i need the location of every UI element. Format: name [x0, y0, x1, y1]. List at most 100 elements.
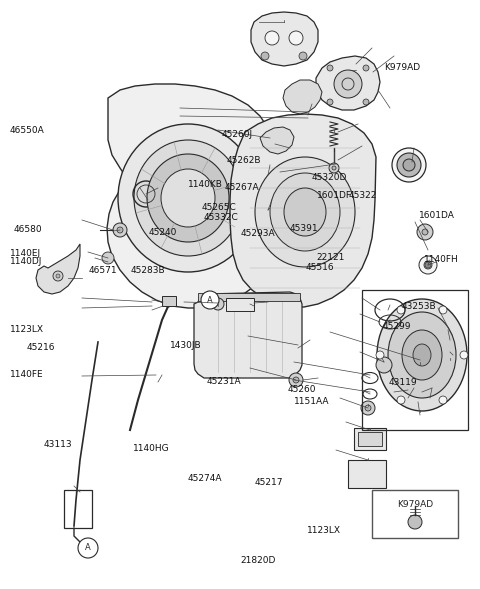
Circle shape: [422, 229, 428, 235]
Circle shape: [376, 357, 392, 373]
Ellipse shape: [377, 299, 467, 411]
Circle shape: [212, 298, 224, 310]
Circle shape: [263, 175, 273, 185]
Text: 45265C: 45265C: [202, 203, 236, 212]
Polygon shape: [230, 114, 376, 307]
Text: 45262B: 45262B: [227, 155, 261, 165]
Circle shape: [329, 163, 339, 173]
Circle shape: [363, 65, 369, 71]
Polygon shape: [283, 80, 322, 114]
Text: 45391: 45391: [290, 224, 319, 233]
Circle shape: [102, 252, 114, 264]
Text: 1140EJ: 1140EJ: [10, 249, 41, 258]
Text: 43113: 43113: [43, 440, 72, 449]
Text: 45217: 45217: [254, 478, 283, 488]
Bar: [354, 428, 386, 450]
Bar: [362, 290, 468, 430]
Circle shape: [261, 52, 269, 60]
Polygon shape: [107, 84, 272, 308]
Text: 45267A: 45267A: [225, 183, 259, 192]
Circle shape: [263, 195, 273, 205]
Text: 1140HG: 1140HG: [133, 444, 170, 454]
Circle shape: [327, 99, 333, 105]
Bar: [198, 293, 300, 301]
Text: 45320D: 45320D: [312, 173, 348, 183]
Text: 45260: 45260: [288, 385, 316, 395]
Circle shape: [299, 52, 307, 60]
Text: A: A: [85, 544, 91, 552]
Bar: [162, 296, 176, 306]
Polygon shape: [194, 292, 302, 378]
Circle shape: [361, 401, 375, 415]
Text: 43253B: 43253B: [401, 302, 436, 311]
Text: 1151AA: 1151AA: [294, 397, 329, 406]
Circle shape: [289, 31, 303, 45]
Ellipse shape: [388, 312, 456, 398]
Text: 46550A: 46550A: [10, 126, 44, 135]
Text: 45299: 45299: [382, 322, 410, 331]
Circle shape: [263, 215, 273, 225]
Text: 1430JB: 1430JB: [170, 340, 202, 350]
Circle shape: [397, 396, 405, 404]
Ellipse shape: [134, 140, 242, 256]
Circle shape: [376, 351, 384, 359]
Circle shape: [425, 262, 431, 268]
Text: 46571: 46571: [89, 266, 118, 276]
Ellipse shape: [255, 157, 355, 267]
Polygon shape: [316, 56, 380, 110]
Ellipse shape: [397, 153, 421, 177]
Circle shape: [417, 224, 433, 240]
Polygon shape: [36, 244, 80, 294]
Circle shape: [117, 227, 123, 233]
Text: 46580: 46580: [13, 225, 42, 234]
Bar: [358, 432, 382, 446]
Ellipse shape: [284, 188, 326, 236]
Text: A: A: [207, 296, 213, 305]
Circle shape: [397, 306, 405, 314]
Circle shape: [293, 377, 299, 383]
Text: 45283B: 45283B: [131, 266, 165, 276]
Text: 1601DA: 1601DA: [419, 211, 455, 220]
Text: K979AD: K979AD: [397, 500, 433, 509]
Circle shape: [289, 373, 303, 387]
Ellipse shape: [424, 261, 432, 269]
Circle shape: [265, 31, 279, 45]
Ellipse shape: [118, 124, 258, 272]
Circle shape: [327, 65, 333, 71]
Circle shape: [113, 223, 127, 237]
Circle shape: [439, 396, 447, 404]
Text: 45240: 45240: [149, 227, 177, 237]
Polygon shape: [260, 127, 294, 154]
Text: 45516: 45516: [305, 263, 334, 272]
Text: 1140FH: 1140FH: [424, 254, 459, 264]
Ellipse shape: [392, 148, 426, 182]
Ellipse shape: [402, 330, 442, 380]
Circle shape: [334, 70, 362, 98]
Circle shape: [342, 78, 354, 90]
Circle shape: [439, 306, 447, 314]
Circle shape: [263, 155, 273, 165]
Text: 1140FE: 1140FE: [10, 369, 43, 379]
Ellipse shape: [413, 344, 431, 366]
Text: 43119: 43119: [389, 378, 418, 388]
Text: 21820D: 21820D: [240, 556, 276, 565]
Ellipse shape: [403, 159, 415, 171]
Circle shape: [78, 538, 98, 558]
Circle shape: [201, 291, 219, 309]
Text: 45332C: 45332C: [204, 213, 239, 223]
Text: 1123LX: 1123LX: [10, 325, 44, 335]
Bar: [226, 298, 254, 311]
Circle shape: [363, 99, 369, 105]
Text: 1140DJ: 1140DJ: [10, 257, 42, 266]
Text: 45293A: 45293A: [241, 229, 276, 238]
Circle shape: [460, 351, 468, 359]
Circle shape: [53, 271, 63, 281]
Circle shape: [56, 274, 60, 278]
Ellipse shape: [270, 173, 340, 251]
Ellipse shape: [161, 169, 215, 227]
Text: 1140KB: 1140KB: [188, 180, 223, 190]
Text: K979AD: K979AD: [384, 63, 420, 72]
Text: 45274A: 45274A: [187, 474, 222, 483]
Bar: [348, 460, 386, 488]
Text: 45216: 45216: [26, 343, 55, 352]
